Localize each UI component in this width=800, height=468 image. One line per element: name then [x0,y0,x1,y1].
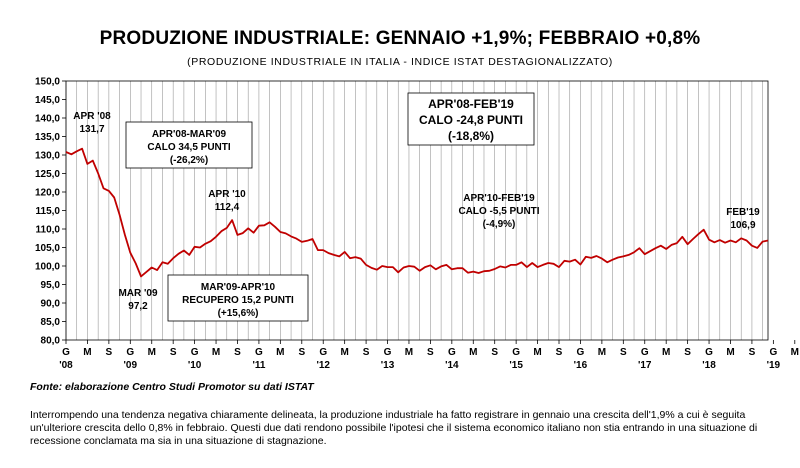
annotation-text: MAR'09-APR'10 [201,282,276,293]
x-tick-label: G [512,347,520,358]
x-tick-label: M [662,347,670,358]
annotation: FEB'19 106,9 [726,207,760,231]
chart-subtitle: (PRODUZIONE INDUSTRIALE IN ITALIA - INDI… [187,56,613,68]
x-tick-label: M [598,347,606,358]
x-tick-label: G [769,347,777,358]
annotation-box [407,92,535,146]
x-year-label: '10 [188,360,202,371]
annotation-text: (-4,9%) [483,219,516,230]
x-tick-label: S [298,347,305,358]
y-tick-label: 140,0 [35,114,60,125]
x-tick-label: S [170,347,177,358]
x-tick-label: S [556,347,563,358]
annotation-box [125,121,253,169]
annotation-text: APR'10-FEB'19 [463,193,535,204]
x-tick-label: M [405,347,413,358]
y-tick-label: 90,0 [41,299,61,310]
annotation: MAR'09-APR'10 RECUPERO 15,2 PUNTI (+15,6%) [167,274,309,322]
x-year-label: '13 [381,360,395,371]
annotation-text: FEB'19 [726,207,760,218]
y-tick-label: 105,0 [35,243,60,254]
annotation: APR'08-FEB'19 CALO -24,8 PUNTI (-18,8%) [407,92,535,146]
x-tick-label: G [384,347,392,358]
annotation-box [167,274,309,322]
x-year-label: '14 [445,360,459,371]
x-year-label: '18 [702,360,716,371]
source-note: Fonte: elaborazione Centro Studi Promoto… [30,381,314,393]
x-tick-label: M [469,347,477,358]
x-tick-label: G [705,347,713,358]
x-tick-label: S [363,347,370,358]
x-year-label: '19 [767,360,781,371]
y-tick-label: 100,0 [35,262,60,273]
annotation: APR'10-FEB'19 CALO -5,5 PUNTI (-4,9%) [458,193,539,230]
annotation: APR'08-MAR'09 CALO 34,5 PUNTI (-26,2%) [125,121,253,169]
y-tick-label: 150,0 [35,77,60,88]
x-tick-label: S [427,347,434,358]
y-tick-label: 145,0 [35,95,60,106]
x-tick-label: G [641,347,649,358]
annotation: MAR '09 97,2 [118,288,157,312]
line-chart: 80,0 85,0 90,0 95,0 100,0 105,0 110,0 115,0 120,… [35,77,799,372]
y-tick-label: 115,0 [36,206,61,217]
x-tick-label: G [448,347,456,358]
annotation-text: 97,2 [128,301,148,312]
x-tick-label: S [234,347,241,358]
x-tick-label: M [148,347,156,358]
annotation-text: (+15,6%) [218,308,259,319]
annotation-text: (-18,8%) [448,129,494,143]
x-year-label: '11 [252,360,265,371]
x-tick-label: M [83,347,91,358]
x-tick-label: G [126,347,134,358]
annotation-text: CALO 34,5 PUNTI [147,142,231,153]
x-year-label: '15 [509,360,523,371]
y-tick-label: 120,0 [35,188,60,199]
x-tick-label: G [62,347,70,358]
annotation-text: CALO -24,8 PUNTI [419,113,523,127]
x-tick-label: S [491,347,498,358]
x-tick-label: G [191,347,199,358]
x-tick-label: M [212,347,220,358]
y-tick-label: 110,0 [36,225,61,236]
x-tick-label: M [726,347,734,358]
commentary-text: Interrompendo una tendenza negativa chia… [30,409,758,447]
x-tick-label: M [340,347,348,358]
x-tick-label: S [684,347,691,358]
annotation-text: (-26,2%) [170,155,208,166]
x-year-label: '16 [574,360,588,371]
x-tick-label: S [620,347,627,358]
x-tick-label: S [749,347,756,358]
y-tick-label: 125,0 [35,169,60,180]
y-tick-label: 95,0 [41,280,61,291]
y-tick-label: 80,0 [41,336,61,347]
annotation-text: CALO -5,5 PUNTI [458,206,539,217]
annotation-text: APR '10 [208,189,246,200]
x-year-label: '17 [638,360,652,371]
annotation-text: MAR '09 [118,288,157,299]
y-tick-label: 130,0 [35,151,60,162]
chart-title: PRODUZIONE INDUSTRIALE: GENNAIO +1,9%; F… [99,28,701,49]
annotation-text: 106,9 [730,220,755,231]
annotation-text: 112,4 [215,202,240,213]
x-tick-label: G [319,347,327,358]
x-year-label: '08 [59,360,73,371]
y-tick-label: 85,0 [41,317,61,328]
annotation-text: APR '08 [73,111,111,122]
annotation: APR '08 131,7 [73,111,111,135]
annotation-text: 131,7 [79,124,104,135]
x-tick-label: M [791,347,799,358]
x-tick-label: G [577,347,585,358]
x-tick-label: G [255,347,263,358]
annotation-text: APR'08-MAR'09 [152,129,227,140]
x-tick-label: M [533,347,541,358]
x-year-label: '12 [316,360,330,371]
x-tick-label: S [106,347,113,358]
series-line [65,147,769,278]
annotation-text: RECUPERO 15,2 PUNTI [182,295,294,306]
y-tick-label: 135,0 [35,132,60,143]
x-year-label: '09 [124,360,138,371]
x-tick-label: M [276,347,284,358]
annotation-text: APR'08-FEB'19 [428,97,514,111]
annotation: APR '10 112,4 [208,189,246,213]
